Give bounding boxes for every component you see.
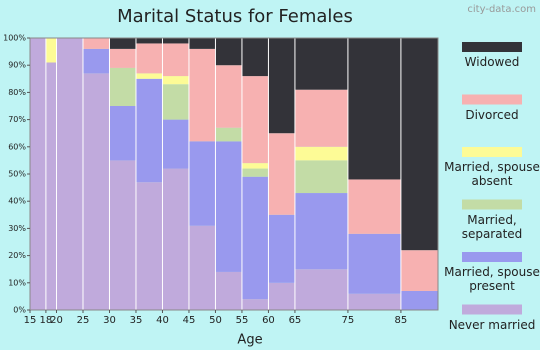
mosaic-cell — [162, 168, 189, 310]
y-tick-label: 40% — [8, 197, 26, 206]
y-tick-label: 80% — [8, 88, 26, 97]
x-tick-label: 20 — [50, 315, 63, 326]
x-tick-label: 75 — [342, 315, 355, 326]
mosaic-cell — [135, 182, 163, 310]
mosaic-cell — [135, 43, 163, 74]
mosaic-cell — [45, 38, 57, 63]
mosaic-cell — [347, 233, 401, 294]
mosaic-cell — [347, 179, 401, 234]
legend-label: Married, separated — [461, 212, 523, 241]
mosaic-cell — [241, 176, 269, 300]
mosaic-cell — [215, 127, 242, 142]
mosaic-cell — [294, 38, 348, 90]
y-tick-label: 90% — [8, 61, 26, 70]
mosaic-cell — [162, 43, 189, 77]
mosaic-cell — [215, 38, 242, 66]
mosaic-cell — [109, 38, 136, 49]
y-tick-label: 30% — [8, 224, 26, 233]
mosaic-cell — [294, 89, 348, 147]
x-tick-label: 60 — [262, 315, 275, 326]
x-tick-label: 25 — [77, 315, 90, 326]
mosaic-cell — [109, 106, 136, 161]
mosaic-cell — [188, 141, 216, 226]
mosaic-cell — [294, 193, 348, 270]
legend-swatch — [462, 42, 522, 52]
mosaic-cell — [215, 141, 242, 272]
y-tick-label: 50% — [8, 170, 26, 179]
mosaic-cell — [109, 48, 136, 68]
mosaic-cell — [347, 38, 401, 180]
mosaic-cell — [268, 282, 295, 310]
y-tick-label: 70% — [8, 115, 26, 124]
mosaic-cell — [215, 271, 242, 310]
mosaic-cell — [188, 225, 216, 310]
mosaic-cell — [188, 38, 216, 49]
x-tick-label: 35 — [130, 315, 143, 326]
y-tick-label: 0% — [13, 306, 26, 315]
mosaic-cell — [241, 76, 269, 164]
x-tick-label: 15 — [24, 315, 37, 326]
x-tick-label: 85 — [395, 315, 408, 326]
mosaic-cell — [82, 38, 110, 49]
mosaic-cell — [162, 38, 189, 44]
mosaic-cell — [268, 214, 295, 283]
legend-swatch — [462, 304, 522, 315]
mosaic-cell — [400, 250, 438, 291]
mosaic-cell — [162, 76, 189, 85]
x-tick-label: 18 — [40, 315, 53, 326]
mosaic-cell — [294, 160, 348, 194]
mosaic-cell — [162, 84, 189, 120]
mosaic-cell — [188, 48, 216, 142]
legend-label: Never married — [448, 317, 536, 332]
mosaic-cell — [241, 168, 269, 177]
mosaic-cell — [241, 163, 269, 169]
legend-label: Widowed — [464, 55, 520, 69]
legend-swatch — [462, 199, 522, 210]
mosaic-cell — [135, 73, 163, 79]
x-axis-label: Age — [237, 333, 262, 348]
mosaic-cell — [347, 293, 401, 310]
mosaic-cell — [162, 119, 189, 169]
mosaic-cell — [215, 65, 242, 128]
y-tick-label: 60% — [8, 142, 26, 151]
mosaic-cell — [109, 67, 136, 106]
mosaic-cell — [241, 299, 269, 310]
mosaic-cell — [294, 269, 348, 310]
legend-label: Married, spouse absent — [444, 160, 540, 188]
mosaic-cell — [82, 48, 110, 74]
y-tick-label: 20% — [8, 251, 26, 260]
mosaic-cell — [294, 146, 348, 161]
legend-swatch — [462, 94, 522, 105]
mosaic-cell — [82, 73, 110, 310]
mosaic-cell — [268, 133, 295, 215]
mosaic-cell — [400, 38, 438, 251]
y-tick-label: 10% — [8, 278, 26, 287]
y-tick-label: 100% — [3, 34, 26, 43]
legend-swatch — [462, 147, 522, 157]
mosaic-cell — [268, 38, 295, 134]
x-tick-label: 55 — [236, 315, 249, 326]
legend-label: Married, spouse present — [444, 265, 540, 293]
legend-swatch — [462, 252, 522, 262]
legend-label: Divorced — [465, 107, 519, 122]
mosaic-cell — [109, 160, 136, 310]
x-tick-label: 65 — [289, 315, 302, 326]
mosaic-cell — [56, 38, 83, 310]
x-tick-label: 50 — [209, 315, 222, 326]
watermark: city-data.com — [467, 4, 536, 15]
chart-title: Marital Status for Females — [117, 6, 353, 27]
mosaic-cell — [30, 38, 46, 310]
mosaic-cell — [241, 38, 269, 77]
x-tick-label: 30 — [103, 315, 116, 326]
x-tick-label: 40 — [156, 315, 169, 326]
mosaic-cell — [135, 78, 163, 183]
mosaic-cell — [135, 38, 163, 44]
mosaic-cell — [45, 62, 57, 311]
x-tick-label: 45 — [183, 315, 196, 326]
mosaic-cell — [400, 290, 438, 310]
